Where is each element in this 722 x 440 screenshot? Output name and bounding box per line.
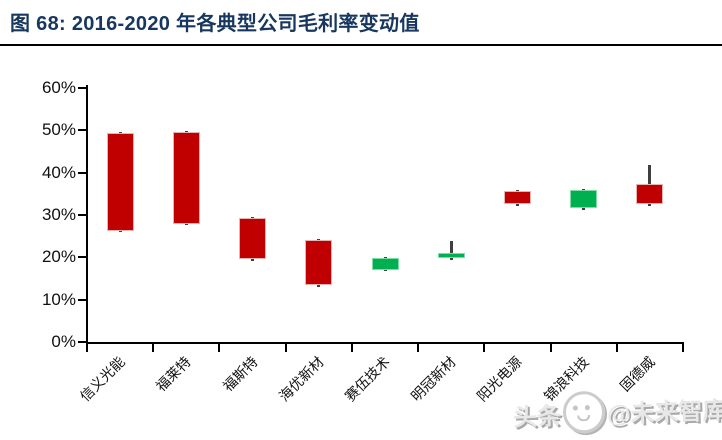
x-axis-tick <box>86 344 88 352</box>
candle-box <box>305 240 333 286</box>
candle-box <box>437 253 465 259</box>
x-category-label-text: 信义光能 <box>76 353 128 405</box>
x-axis-tick <box>350 344 353 352</box>
x-category-label-text: 福莱特 <box>153 353 195 395</box>
x-axis-tick <box>152 344 155 352</box>
y-axis-tick <box>78 129 86 132</box>
watermark-prefix: 头条 <box>512 402 562 432</box>
y-axis-tick <box>78 256 86 259</box>
toutiao-watermark: 头条 @未来智库 <box>512 386 722 435</box>
figure-title: 图 68: 2016-2020 年各典型公司毛利率变动值 <box>10 13 420 35</box>
candle-box <box>106 133 134 231</box>
candle-box <box>172 132 200 224</box>
y-axis-tick <box>78 87 86 89</box>
x-category-label-text: 赛伍技术 <box>341 353 393 405</box>
x-category-label-text: 福斯特 <box>219 353 261 395</box>
y-tick-label: 50% <box>41 120 76 140</box>
x-axis-tick <box>218 344 221 352</box>
candle-box <box>636 184 664 205</box>
thinktank-logo-icon <box>561 390 606 434</box>
y-tick-label: 20% <box>41 247 76 267</box>
y-axis-tick <box>78 341 86 343</box>
x-category-label-text: 海优新材 <box>275 353 327 405</box>
y-tick-label: 0% <box>51 332 76 351</box>
y-tick-label: 40% <box>41 162 76 182</box>
title-divider <box>0 44 722 46</box>
watermark-handle: @未来智库 <box>606 396 722 428</box>
x-axis-tick <box>682 344 684 352</box>
x-axis-tick <box>549 344 552 352</box>
x-axis-tick <box>483 344 486 352</box>
x-axis <box>86 342 684 344</box>
y-axis-tick <box>78 214 86 216</box>
x-category-label-text: 明冠新材 <box>408 353 459 405</box>
x-axis-tick <box>284 344 287 352</box>
candle-box <box>570 190 598 209</box>
x-axis-tick <box>417 344 420 352</box>
y-axis <box>86 85 88 342</box>
y-tick-label: 60% <box>41 78 76 97</box>
y-tick-label: 30% <box>41 205 76 224</box>
y-tick-label: 10% <box>41 289 76 309</box>
candle-box <box>239 218 267 259</box>
y-axis-tick <box>78 171 86 174</box>
y-axis-tick <box>78 298 86 301</box>
candle-whisker <box>449 240 453 260</box>
candle-box <box>503 191 531 205</box>
candle-box <box>371 258 399 270</box>
x-axis-tick <box>615 344 618 352</box>
